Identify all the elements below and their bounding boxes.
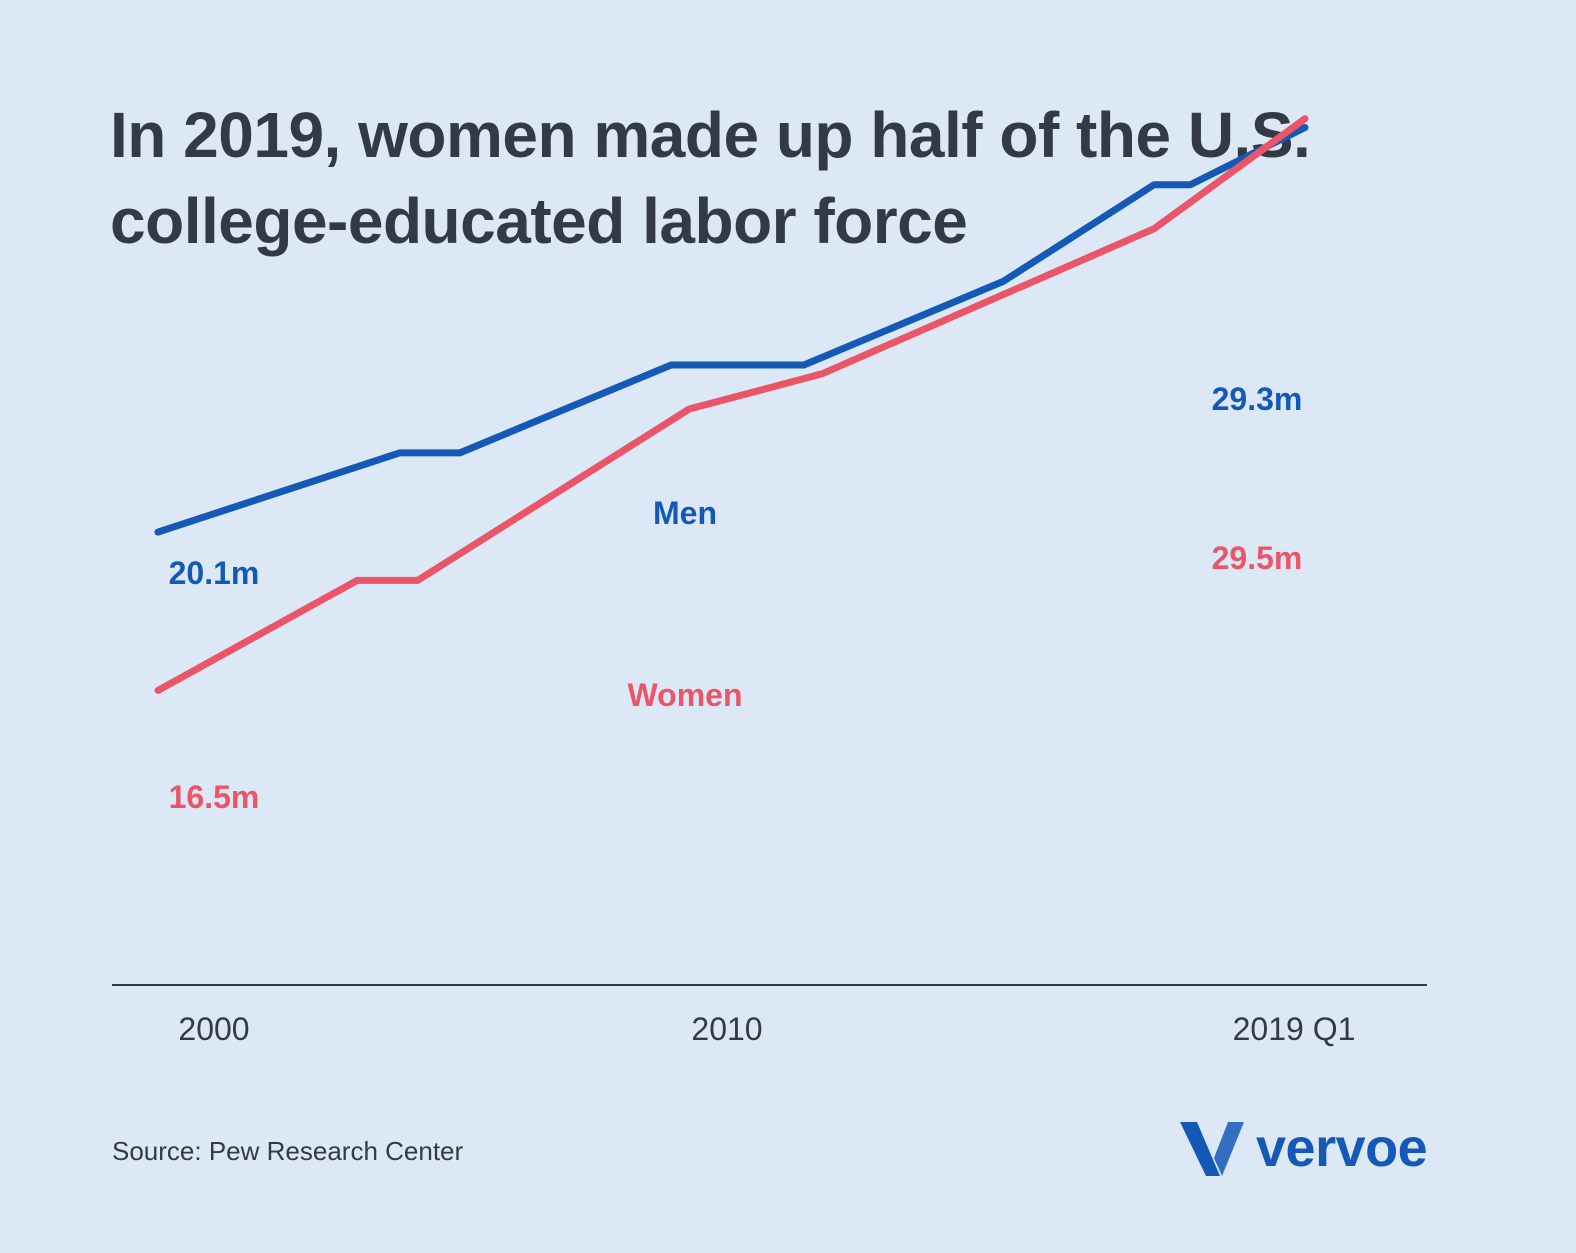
men-start-value-label: 20.1m xyxy=(169,555,260,591)
women-series-line xyxy=(154,115,1309,694)
women-series-label: Women xyxy=(628,677,743,713)
x-tick-label-2010: 2010 xyxy=(691,1011,762,1047)
source-note: Source: Pew Research Center xyxy=(112,1136,464,1166)
chart-title-line-2: college-educated labor force xyxy=(110,185,968,257)
vervoe-logo-text: vervoe xyxy=(1256,1118,1428,1178)
chart-title-line-1: In 2019, women made up half of the U.S. xyxy=(110,99,1311,171)
men-series-line xyxy=(154,124,1309,536)
series-labels: Men Women xyxy=(628,495,743,713)
data-labels: 20.1m 29.3m 16.5m 29.5m xyxy=(169,381,1303,815)
x-tick-label-2019-q1: 2019 Q1 xyxy=(1233,1011,1356,1047)
women-end-value-label: 29.5m xyxy=(1212,540,1303,576)
x-tick-label-2000: 2000 xyxy=(178,1011,249,1047)
x-tick-labels: 2000 2010 2019 Q1 xyxy=(178,1011,1355,1047)
men-end-value-label: 29.3m xyxy=(1212,381,1303,417)
chart-title: In 2019, women made up half of the U.S. … xyxy=(110,92,1430,264)
vervoe-logo: vervoe xyxy=(1180,1118,1428,1178)
vervoe-v-logo-icon xyxy=(1180,1122,1244,1176)
men-series-label: Men xyxy=(653,495,717,531)
series-lines xyxy=(154,115,1309,694)
women-start-value-label: 16.5m xyxy=(169,779,260,815)
